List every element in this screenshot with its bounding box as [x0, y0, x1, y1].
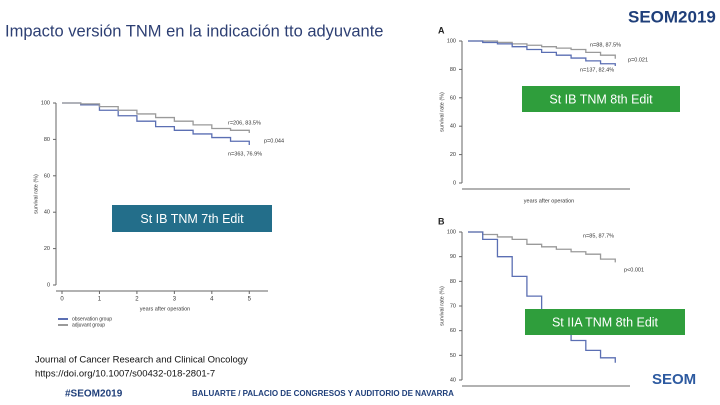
legend-label: adjuvant group [72, 322, 105, 328]
y-tick-label: 50 [450, 353, 456, 359]
annotation: n=88, 87.5% [590, 42, 621, 48]
y-axis-label: survival rate (%) [439, 92, 445, 132]
x-tick-label: 0 [60, 297, 64, 303]
survival-curve [468, 40, 616, 59]
y-tick-label: 20 [450, 152, 456, 158]
survival-curve [468, 231, 616, 263]
edition-label-box [112, 205, 272, 232]
edition-label: St IB TNM 8th Edit [549, 92, 653, 106]
x-tick-label: 5 [248, 297, 252, 303]
y-tick-label: 60 [450, 328, 456, 334]
x-tick-label: 2 [135, 297, 139, 303]
y-tick-label: 60 [44, 173, 50, 179]
y-tick-label: 100 [447, 38, 456, 44]
panel-label: B [438, 216, 445, 226]
slide-title: Impacto versión TNM en la indicación tto… [5, 22, 383, 40]
annotation: n=137, 82.4% [580, 67, 614, 73]
y-tick-label: 40 [44, 210, 50, 216]
annotation: p=0.021 [628, 57, 648, 63]
y-tick-label: 0 [453, 180, 456, 186]
y-tick-label: 80 [450, 67, 456, 73]
y-tick-label: 20 [44, 246, 50, 252]
annotation: p=0.044 [264, 138, 284, 144]
logo: SEOM2019 [628, 7, 716, 26]
y-tick-label: 40 [450, 377, 456, 383]
footer-hashtag: #SEOM2019 [65, 389, 123, 400]
edition-label: St IIA TNM 8th Edit [552, 315, 659, 329]
x-axis-label: years after operation [524, 198, 574, 204]
x-tick-label: 1 [98, 297, 102, 303]
annotation: n=363, 76.9% [228, 151, 262, 157]
y-tick-label: 100 [41, 100, 50, 106]
footer-venue: BALUARTE / PALACIO DE CONGRESOS Y AUDITO… [192, 389, 454, 398]
x-tick-label: 3 [173, 297, 177, 303]
edition-label-box [525, 309, 685, 335]
survival-curve [468, 40, 616, 66]
y-tick-label: 80 [450, 279, 456, 285]
edition-label: St IB TNM 7th Edit [140, 212, 244, 226]
y-tick-label: 80 [44, 137, 50, 143]
y-tick-label: 40 [450, 124, 456, 130]
x-axis-label: years after operation [140, 306, 190, 312]
footer-logo: SEOM [652, 371, 696, 388]
legend-label: observation group [72, 316, 112, 322]
citation-doi: https://doi.org/10.1007/s00432-018-2801-… [35, 369, 215, 380]
citation-journal: Journal of Cancer Research and Clinical … [35, 355, 248, 366]
annotation: r=206, 83.5% [228, 120, 261, 126]
survival-curve [62, 102, 250, 134]
annotation: p<0.001 [624, 267, 644, 273]
y-axis-label: survival rate (%) [439, 286, 445, 326]
y-tick-label: 70 [450, 303, 456, 309]
x-tick-label: 4 [210, 297, 214, 303]
y-axis-label: survival rate (%) [33, 174, 39, 214]
y-tick-label: 0 [47, 282, 50, 288]
y-tick-label: 100 [447, 229, 456, 235]
y-tick-label: 60 [450, 95, 456, 101]
annotation: n=85, 87.7% [583, 233, 614, 239]
y-tick-label: 90 [450, 254, 456, 260]
panel-label: A [438, 25, 445, 35]
edition-label-box [522, 86, 680, 112]
